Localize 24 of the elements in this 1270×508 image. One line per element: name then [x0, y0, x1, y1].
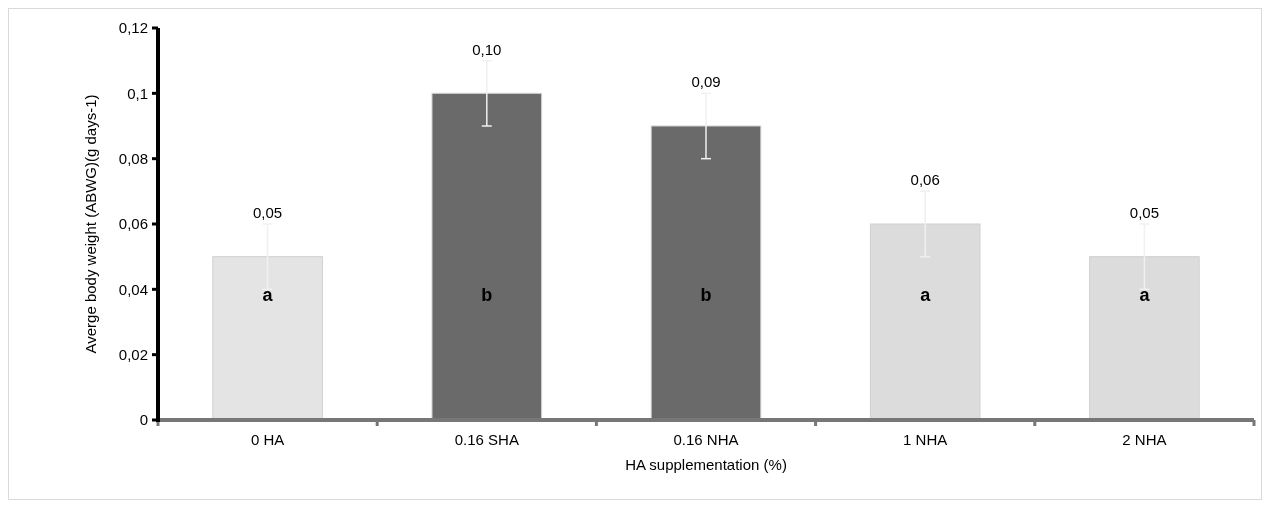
y-tick-label: 0 [139, 411, 148, 429]
data-label: 0,05 [1129, 204, 1159, 221]
x-axis-title: HA supplementation (%) [625, 456, 787, 473]
y-tick-label: 0,1 [127, 84, 148, 102]
data-label: 0,10 [472, 40, 502, 58]
y-axis-title: Averge body weight (ABWG)(g days-1) [82, 94, 99, 354]
x-tick-label: 1 NHA [903, 431, 948, 448]
annotation: a [262, 285, 274, 306]
x-tick-label: 0.16 SHA [454, 431, 519, 448]
y-tick-label: 0,08 [118, 149, 148, 167]
x-tick-label: 2 NHA [1122, 431, 1167, 448]
annotation: b [481, 285, 493, 306]
annotation: a [1139, 285, 1151, 306]
y-tick-label: 0,12 [118, 19, 148, 37]
y-tick-label: 0,04 [118, 280, 148, 298]
x-tick-label: 0 HA [250, 431, 285, 448]
y-tick-label: 0,02 [118, 345, 148, 363]
annotation: b [700, 285, 712, 306]
y-tick-label: 0,06 [118, 215, 148, 233]
x-tick-label: 0.16 NHA [673, 431, 739, 448]
data-label: 0,05 [253, 204, 283, 221]
data-label: 0,06 [910, 171, 940, 189]
annotation: a [920, 285, 932, 306]
data-label: 0,09 [691, 73, 721, 91]
